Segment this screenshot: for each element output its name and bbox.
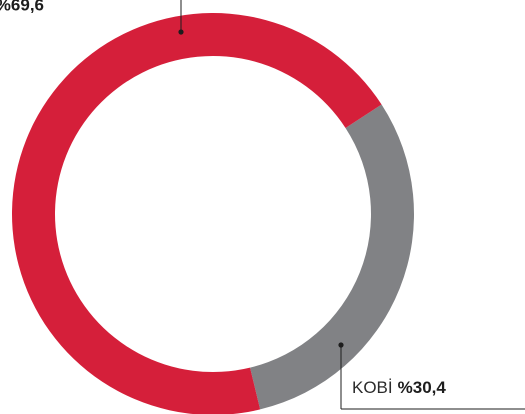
leader-gray	[338, 342, 525, 410]
leader-dot	[178, 29, 184, 35]
value-label: %30,4	[398, 378, 447, 397]
value-label: %69,6	[0, 0, 44, 14]
donut-slice	[250, 104, 414, 410]
leader-dot	[338, 342, 344, 348]
category-label: KOBİ	[352, 378, 393, 397]
leader-red	[178, 0, 184, 35]
slice-label: KOBİ %30,4	[352, 378, 446, 397]
slices	[11, 13, 414, 414]
